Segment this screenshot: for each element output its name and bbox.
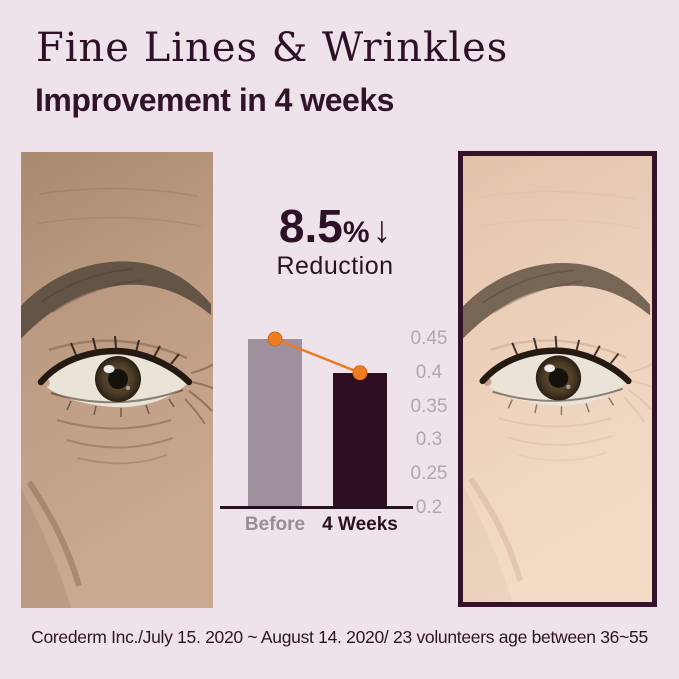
y-tick-label: 0.2 [415, 497, 443, 518]
crows-feet-wrinkles [623, 362, 652, 423]
page-title: Fine Lines & Wrinkles [36, 25, 509, 71]
stat-unit: % [342, 216, 370, 249]
bar-label-before: Before [244, 514, 306, 535]
under-eye-wrinkles [56, 419, 174, 465]
y-tick-label: 0.4 [415, 361, 443, 383]
footnote: Corederm Inc./July 15. 2020 ~ August 14.… [31, 627, 648, 647]
x-axis-line [220, 506, 413, 509]
bar-before [248, 339, 302, 508]
stat-value: 8.5 [278, 200, 343, 252]
down-arrow-icon: ↓ [372, 209, 392, 250]
stat-block: 8.5%↓ Reduction [218, 202, 452, 280]
stat-line: 8.5%↓ [218, 202, 452, 250]
eyebrow [21, 261, 211, 339]
page-subtitle: Improvement in 4 weeks [35, 82, 394, 118]
eye [479, 335, 632, 416]
y-tick-label: 0.3 [415, 429, 443, 451]
eye [37, 335, 193, 417]
under-eye-wrinkles [498, 417, 613, 462]
eyebrow [463, 263, 651, 339]
crows-feet-wrinkles [184, 363, 213, 425]
bar-label-4-weeks: 4 Weeks [322, 514, 398, 535]
after-photo [458, 151, 657, 607]
y-tick-label: 0.45 [410, 328, 448, 349]
bar-4-weeks [333, 372, 387, 508]
before-photo [21, 152, 213, 608]
before-photo-art [21, 152, 213, 608]
y-tick-label: 0.25 [410, 463, 448, 485]
stat-label: Reduction [276, 252, 394, 281]
after-photo-art [463, 156, 652, 602]
y-tick-label: 0.35 [410, 395, 448, 417]
